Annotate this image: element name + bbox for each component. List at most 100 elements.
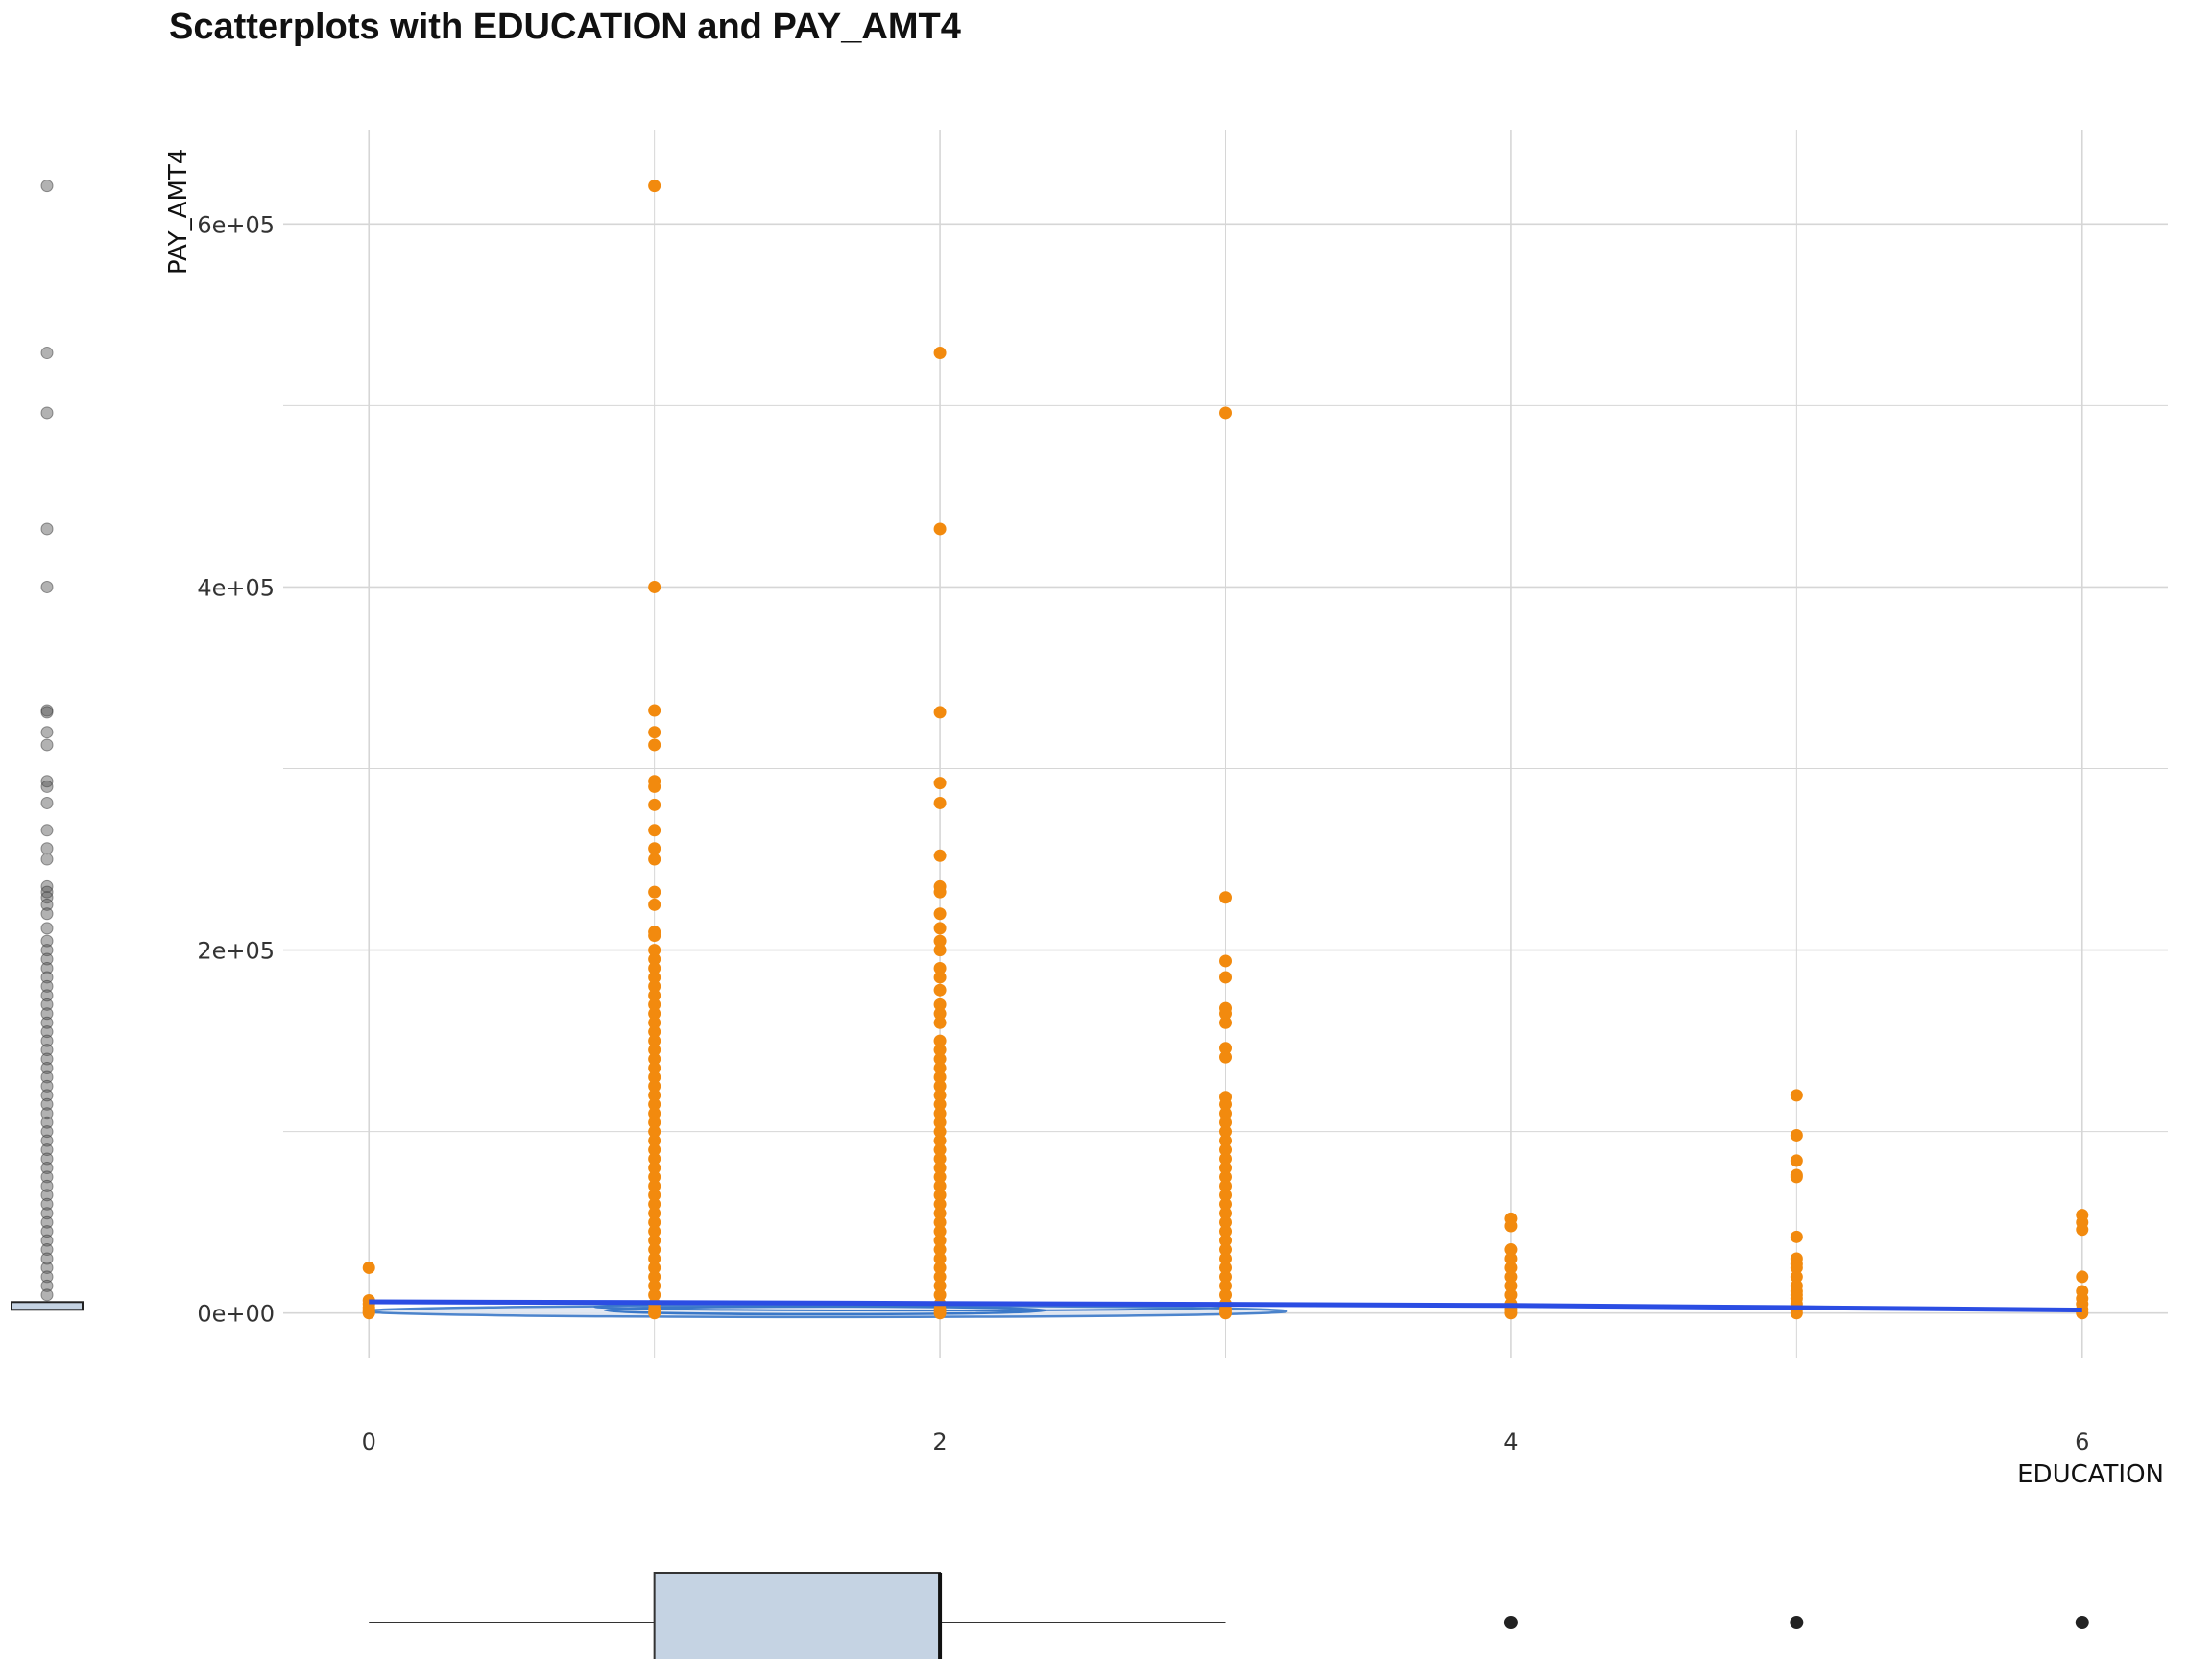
data-point [648, 998, 661, 1011]
marginal-outlier-point [40, 1025, 54, 1039]
marginal-outlier-point [40, 1107, 54, 1120]
data-point [1790, 1261, 1803, 1274]
data-point [648, 1307, 661, 1320]
marginal-outlier-point [40, 1179, 54, 1192]
y-tick-label: 2e+05 [197, 938, 275, 965]
marginal-outlier-point [40, 989, 54, 1002]
data-point [1219, 1215, 1232, 1229]
data-point [362, 1261, 375, 1274]
data-point [648, 1025, 661, 1039]
data-point [933, 1107, 947, 1120]
marginal-outlier-point [40, 1097, 54, 1111]
marginal-outlier-point [40, 898, 54, 911]
x-tick-label: 2 [932, 1429, 947, 1455]
data-point [933, 1143, 947, 1157]
data-point [933, 1161, 947, 1174]
data-point [933, 706, 947, 719]
outlier-point [2075, 1616, 2089, 1629]
data-point [1219, 1270, 1232, 1284]
marginal-x-boxplot [369, 1572, 2089, 1659]
data-point [648, 1270, 661, 1284]
data-point [1219, 1050, 1232, 1064]
data-point [933, 1125, 947, 1139]
marginal-outlier-point [40, 1234, 54, 1247]
data-point [1504, 1288, 1518, 1302]
data-point [2076, 1223, 2089, 1237]
marginal-outlier-point [40, 1052, 54, 1066]
data-point [933, 1189, 947, 1202]
data-point [933, 347, 947, 360]
data-point [933, 907, 947, 921]
marginal-outlier-point [40, 1215, 54, 1229]
data-point [648, 1034, 661, 1047]
data-point [1219, 1097, 1232, 1111]
marginal-outlier-point [40, 1252, 54, 1265]
data-point [648, 1125, 661, 1139]
data-point [648, 1079, 661, 1093]
data-point [1504, 1219, 1518, 1233]
marginal-outlier-point [40, 1016, 54, 1029]
data-point [648, 1215, 661, 1229]
data-point [648, 1252, 661, 1265]
x-tick-label: 0 [362, 1429, 376, 1455]
data-point [933, 1007, 947, 1021]
data-point [1219, 1016, 1232, 1029]
marginal-outlier-point [40, 891, 54, 904]
data-point [933, 1243, 947, 1257]
data-point [648, 1097, 661, 1111]
data-point [1790, 1230, 1803, 1243]
data-point [648, 1179, 661, 1192]
data-point [1504, 1270, 1518, 1284]
marginal-outlier-point [40, 1261, 54, 1274]
data-point [933, 1089, 947, 1102]
data-point [648, 1070, 661, 1084]
data-point [933, 1097, 947, 1111]
outlier-point [1503, 1616, 1518, 1629]
data-point [648, 1089, 661, 1102]
data-point [648, 824, 661, 837]
data-point [933, 1052, 947, 1066]
data-point [933, 1152, 947, 1166]
data-point [648, 1116, 661, 1129]
data-point [1219, 1189, 1232, 1202]
data-point [648, 1061, 661, 1074]
y-axis-label: PAY_AMT4 [164, 149, 193, 275]
data-point [1504, 1252, 1518, 1265]
data-point [933, 1279, 947, 1292]
data-point [648, 944, 661, 957]
outlier-point [1790, 1616, 1804, 1629]
data-point [1219, 1207, 1232, 1220]
marginal-outlier-point [40, 1207, 54, 1220]
data-point [933, 849, 947, 862]
data-point [1219, 1170, 1232, 1184]
data-point [648, 989, 661, 1002]
box [653, 1572, 942, 1659]
data-point [1219, 1279, 1232, 1292]
data-point [648, 1197, 661, 1211]
data-point [1219, 1243, 1232, 1257]
data-point [1790, 1270, 1803, 1284]
data-point [648, 738, 661, 752]
data-point [648, 780, 661, 793]
data-point [933, 998, 947, 1011]
x-axis-ticks: 0 2 4 6 [362, 1429, 2090, 1455]
marginal-outlier-point [40, 1125, 54, 1139]
data-point [933, 1288, 947, 1302]
marginal-outlier-point [40, 1116, 54, 1129]
marginal-outlier-point [40, 738, 54, 752]
data-point [1219, 1007, 1232, 1021]
data-point [648, 979, 661, 993]
y-axis-ticks: 0e+00 2e+05 4e+05 6e+05 [197, 211, 275, 1327]
density-contours [363, 1302, 1288, 1319]
marginal-outlier-point [40, 1034, 54, 1047]
marginal-outlier-point [40, 1270, 54, 1284]
marginal-outlier-point [40, 780, 54, 793]
data-point [933, 1016, 947, 1029]
x-tick-label: 4 [1503, 1429, 1518, 1455]
data-point [648, 971, 661, 984]
marginal-outlier-point [40, 1061, 54, 1074]
data-point [933, 1134, 947, 1147]
data-point [648, 962, 661, 975]
y-tick-label: 0e+00 [197, 1301, 275, 1328]
data-point [1219, 1116, 1232, 1129]
